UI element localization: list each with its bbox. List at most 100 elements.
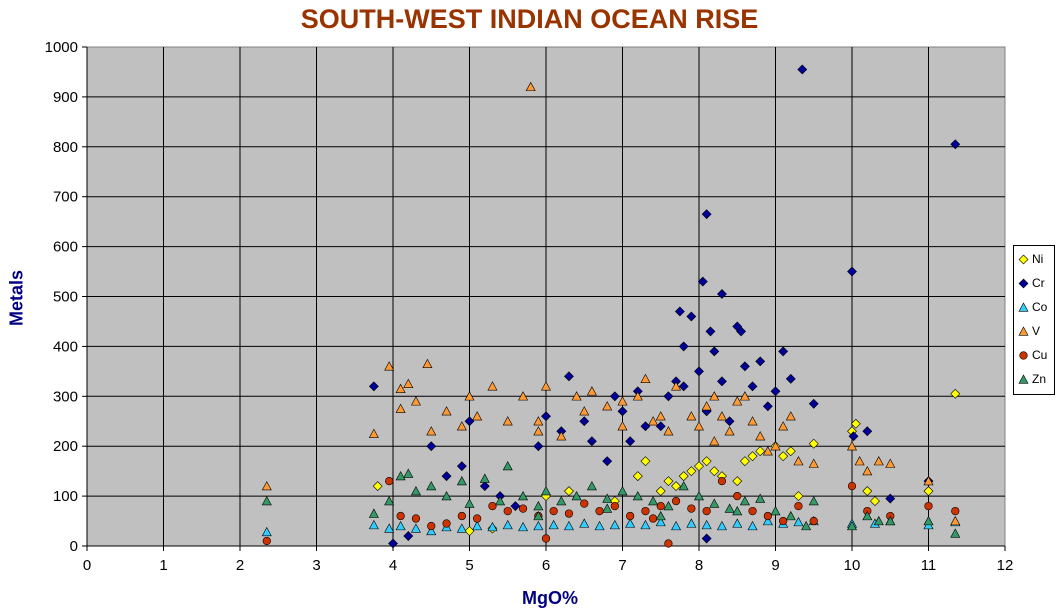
chart-title: SOUTH-WEST INDIAN OCEAN RISE bbox=[300, 4, 759, 34]
point-v bbox=[755, 431, 766, 441]
point-v bbox=[540, 381, 552, 391]
point-zn bbox=[663, 500, 674, 511]
point-cr bbox=[770, 386, 781, 397]
point-v bbox=[487, 381, 498, 391]
point-cr bbox=[678, 341, 689, 352]
point-zn bbox=[571, 490, 582, 501]
legend-marker-co bbox=[1018, 301, 1029, 312]
point-zn bbox=[464, 498, 475, 508]
point-cr bbox=[762, 401, 773, 412]
point-cr bbox=[739, 361, 750, 372]
point-ni bbox=[850, 418, 861, 429]
point-cu bbox=[664, 539, 673, 548]
point-ni bbox=[808, 438, 819, 449]
point-zn bbox=[808, 495, 819, 506]
point-v bbox=[384, 361, 395, 371]
point-cu bbox=[641, 506, 650, 516]
point-ni bbox=[686, 466, 697, 477]
point-cr bbox=[533, 441, 544, 452]
legend-swatch bbox=[1018, 278, 1029, 288]
point-v bbox=[456, 421, 467, 431]
point-zn bbox=[395, 471, 406, 481]
point-co bbox=[625, 518, 636, 528]
point-cr bbox=[797, 64, 808, 75]
y-tick-label: 600 bbox=[53, 239, 78, 256]
point-v bbox=[464, 391, 475, 401]
point-cr bbox=[950, 139, 961, 150]
point-zn bbox=[533, 510, 544, 521]
point-cr bbox=[617, 406, 628, 417]
legend-marker-cr bbox=[1018, 278, 1029, 288]
point-v bbox=[846, 441, 858, 451]
point-cu bbox=[564, 509, 574, 518]
point-zn bbox=[368, 508, 379, 518]
point-zn bbox=[384, 495, 395, 506]
point-cr bbox=[388, 538, 398, 549]
point-cu bbox=[518, 504, 528, 513]
point-zn bbox=[441, 490, 452, 501]
point-cu bbox=[648, 514, 658, 523]
point-ni bbox=[678, 471, 689, 482]
y-axis-label: Metals bbox=[6, 269, 27, 327]
point-cu bbox=[951, 506, 960, 516]
point-zn bbox=[655, 510, 666, 521]
point-cr bbox=[510, 501, 521, 512]
point-zn bbox=[862, 510, 873, 521]
point-cu bbox=[733, 491, 742, 501]
point-ni bbox=[564, 486, 574, 497]
point-zn bbox=[456, 475, 467, 486]
point-ni bbox=[778, 451, 789, 462]
x-tick-label: 10 bbox=[844, 557, 861, 574]
point-zn bbox=[693, 490, 705, 501]
point-zn bbox=[426, 480, 437, 491]
y-tick-label: 700 bbox=[53, 189, 78, 206]
legend-label: Zn bbox=[1032, 372, 1047, 386]
point-v bbox=[533, 416, 544, 426]
point-co bbox=[563, 520, 574, 531]
legend-swatch bbox=[1018, 254, 1029, 264]
x-tick-label: 8 bbox=[695, 557, 703, 574]
point-co bbox=[732, 518, 743, 528]
point-v bbox=[395, 403, 406, 413]
point-zn bbox=[950, 528, 961, 538]
point-v bbox=[762, 446, 773, 456]
point-cr bbox=[717, 289, 727, 299]
point-cu bbox=[610, 501, 619, 511]
y-tick-label: 0 bbox=[70, 538, 78, 555]
point-cu bbox=[924, 501, 933, 511]
point-cr bbox=[426, 441, 437, 452]
point-v bbox=[693, 421, 705, 431]
point-ni bbox=[709, 466, 720, 477]
point-v bbox=[655, 411, 666, 421]
point-cr bbox=[686, 311, 697, 322]
point-zn bbox=[495, 495, 506, 506]
legend-swatch bbox=[1019, 350, 1028, 360]
point-v bbox=[732, 396, 743, 406]
point-co bbox=[655, 516, 666, 527]
point-zn bbox=[801, 520, 812, 531]
point-cu bbox=[847, 481, 857, 491]
point-co bbox=[701, 519, 712, 530]
point-v bbox=[617, 396, 628, 406]
point-co bbox=[548, 519, 559, 530]
legend-item-cu: Cu bbox=[1018, 348, 1047, 362]
point-co bbox=[793, 516, 804, 527]
point-cr bbox=[602, 456, 613, 467]
point-co bbox=[395, 520, 406, 531]
point-zn bbox=[770, 505, 781, 516]
x-tick-label: 7 bbox=[618, 557, 626, 574]
point-ni bbox=[747, 451, 758, 462]
point-v bbox=[747, 416, 758, 426]
y-tick-label: 100 bbox=[53, 488, 78, 505]
point-co bbox=[410, 523, 421, 533]
point-cu bbox=[687, 504, 696, 513]
point-cr bbox=[701, 209, 712, 220]
point-ni bbox=[732, 476, 743, 487]
point-v bbox=[518, 391, 529, 401]
point-cu bbox=[671, 496, 681, 506]
point-v bbox=[793, 456, 804, 466]
point-ni bbox=[701, 456, 712, 467]
x-tick-label: 4 bbox=[389, 557, 397, 574]
y-tick-label: 500 bbox=[53, 289, 78, 306]
y-tick-label: 200 bbox=[53, 438, 78, 455]
